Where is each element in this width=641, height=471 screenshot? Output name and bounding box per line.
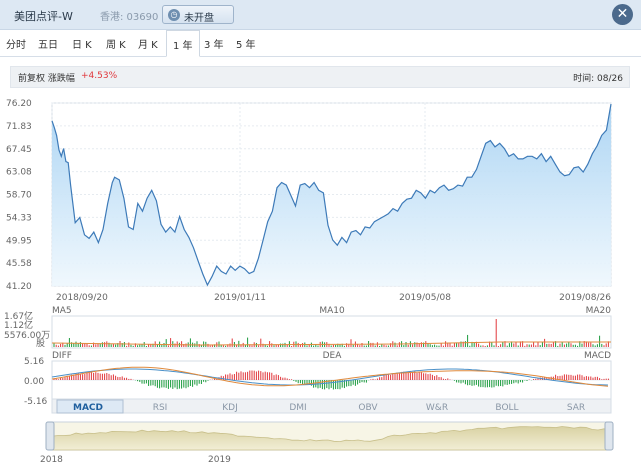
- indicator-tab-kdj[interactable]: KDJ: [222, 403, 238, 413]
- volume-tick-label: 股: [36, 338, 45, 349]
- tab-five-day[interactable]: 五日: [38, 40, 58, 51]
- overview-area: [51, 426, 612, 451]
- indicator-tab-sar[interactable]: SAR: [567, 403, 585, 413]
- price-tick-label: 41.20: [6, 282, 32, 292]
- volume-tick-label: 5576.00万: [4, 331, 50, 341]
- indicator-tab-bar: [51, 398, 612, 414]
- macd-indicator-label: DIFF: [52, 351, 72, 361]
- price-tick-label: 54.33: [6, 213, 32, 223]
- volume-ma-label: MA10: [319, 306, 345, 316]
- volume-frame: [51, 315, 612, 349]
- change-value: +4.53%: [81, 71, 118, 81]
- volume-ma-line: [51, 341, 611, 346]
- volume-tick-label: 1.67亿: [4, 310, 33, 322]
- indicator-tab-macd[interactable]: MACD: [73, 403, 103, 413]
- macd-indicator-label: DEA: [323, 351, 343, 361]
- price-tick-label: 45.58: [6, 259, 32, 269]
- price-tick-label: 76.20: [6, 99, 32, 109]
- close-icon[interactable]: ✕: [612, 4, 633, 25]
- date-tick-label: 2019/08/26: [559, 293, 611, 303]
- macd-indicator-label: MACD: [584, 351, 611, 361]
- diff-line: [51, 368, 609, 386]
- adjust-label: 前复权 涨跌幅: [18, 74, 75, 84]
- overview-year-label: 2018: [40, 455, 63, 465]
- dea-line: [51, 366, 609, 387]
- volume-ma-label: MA5: [52, 306, 72, 316]
- market-status-label: 未开盘: [184, 13, 214, 24]
- indicator-tab-rsi[interactable]: RSI: [153, 403, 168, 413]
- tab-five-year[interactable]: 5 年: [236, 40, 256, 51]
- price-tick-label: 71.83: [6, 122, 32, 132]
- volume-ma-label: MA20: [586, 306, 612, 316]
- date-tick-label: 2018/09/20: [56, 293, 108, 303]
- overview-year-label: 2019: [208, 455, 231, 465]
- stock-name: 美团点评-W: [14, 10, 73, 23]
- indicator-tab-obv[interactable]: OBV: [358, 403, 378, 413]
- price-line: [51, 103, 612, 287]
- price-area: [52, 104, 611, 286]
- indicator-tab-active-bg: [56, 399, 124, 414]
- date-tick-label: 2019/05/08: [399, 293, 451, 303]
- tab-weekly-k[interactable]: 周 K: [106, 40, 126, 51]
- price-tick-label: 63.08: [6, 168, 32, 178]
- price-tick-label: 67.45: [6, 145, 32, 155]
- volume-tick-label: 1.12亿: [4, 319, 33, 331]
- title-bar: 美团点评-W 香港: 03690 ◷ 未开盘 ✕: [0, 0, 641, 30]
- clock-icon: ◷: [168, 9, 180, 21]
- macd-tick-label: 0.00: [24, 377, 44, 387]
- macd-tick-label: 5.16: [24, 357, 44, 367]
- tab-monthly-k[interactable]: 月 K: [138, 40, 158, 51]
- price-tick-label: 58.70: [6, 191, 32, 201]
- period-tabs: 分时 五日 日 K 周 K 月 K 1 年 3 年 5 年: [0, 30, 641, 57]
- market-code: 香港: 03690: [100, 12, 159, 23]
- indicator-tab-wr[interactable]: W&R: [426, 403, 448, 413]
- indicator-tab-dmi[interactable]: DMI: [289, 403, 306, 413]
- macd-tick-label: -5.16: [24, 397, 48, 407]
- tab-three-year[interactable]: 3 年: [204, 40, 224, 51]
- info-bar: 前复权 涨跌幅 +4.53% 时间: 08/26: [10, 66, 630, 88]
- indicator-tab-boll[interactable]: BOLL: [495, 403, 518, 413]
- tab-intraday[interactable]: 分时: [6, 40, 26, 51]
- overview-right-handle[interactable]: [604, 421, 614, 451]
- overview-left-handle[interactable]: [45, 421, 55, 451]
- price-tick-label: 49.95: [6, 236, 32, 246]
- time-label: 时间: 08/26: [573, 74, 623, 84]
- market-status-button[interactable]: ◷ 未开盘: [162, 5, 234, 24]
- tab-daily-k[interactable]: 日 K: [72, 40, 92, 51]
- date-tick-label: 2019/01/11: [214, 293, 266, 303]
- tab-one-year[interactable]: 1 年: [166, 30, 200, 57]
